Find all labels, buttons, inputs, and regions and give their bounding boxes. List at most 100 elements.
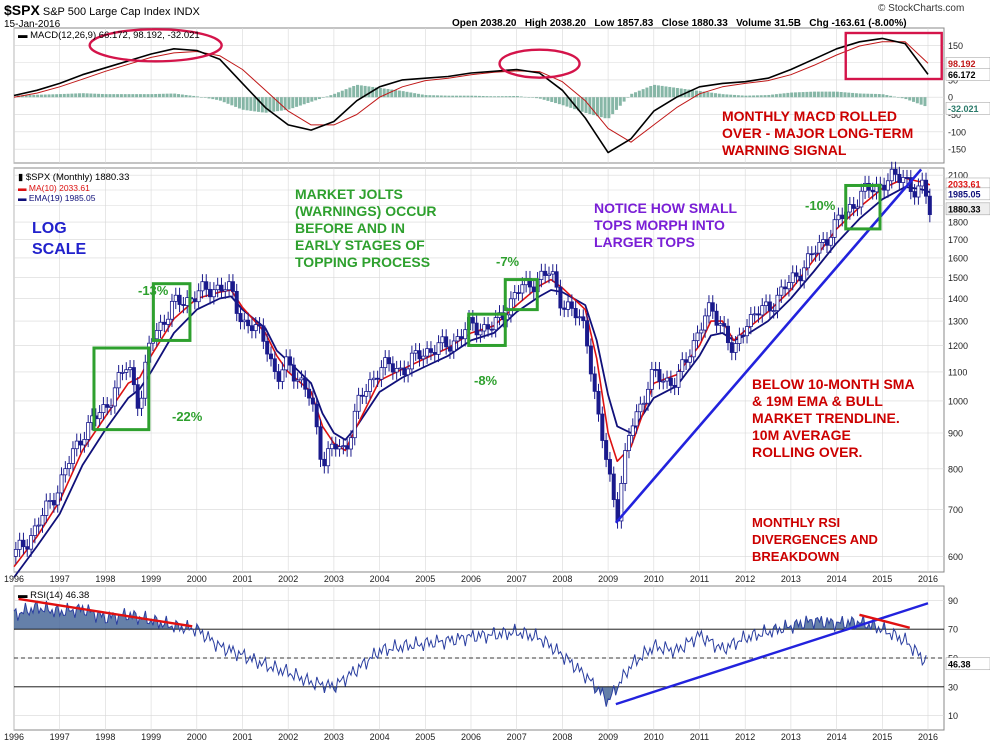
price-candle-body: [352, 410, 357, 439]
price-candle-body: [493, 317, 498, 331]
macd-histogram-bar: [177, 94, 181, 98]
macd-histogram-bar: [820, 91, 824, 98]
macd-histogram-bar: [222, 97, 226, 103]
macd-histogram-bar: [816, 91, 820, 98]
macd-histogram-bar: [923, 97, 927, 107]
price-candle-body: [48, 500, 53, 502]
macd-histogram-bar: [184, 94, 188, 98]
price-candle-body: [120, 371, 125, 374]
macd-histogram-bar: [306, 97, 310, 103]
macd-histogram-bar: [85, 93, 89, 98]
macd-histogram-bar: [839, 91, 843, 98]
macd-histogram-bar: [877, 94, 881, 98]
macd-histogram-bar: [915, 97, 919, 104]
macd-histogram-bar: [561, 97, 565, 106]
price-x-tick-label: 1999: [141, 574, 161, 584]
price-candle-body: [36, 524, 41, 527]
macd-histogram-bar: [778, 93, 782, 98]
price-candle-body: [390, 363, 395, 373]
macd-histogram-bar: [188, 95, 192, 98]
symbol: $SPX: [4, 2, 40, 18]
macd-histogram-bar: [70, 93, 74, 98]
macd-histogram-bar: [470, 95, 474, 98]
macd-histogram-bar: [317, 97, 321, 100]
price-candle-body: [714, 310, 719, 326]
price-candle-body: [676, 371, 681, 388]
price-x-tick-label: 2002: [278, 574, 298, 584]
price-candle-body: [368, 379, 373, 392]
macd-histogram-bar: [344, 89, 348, 98]
price-candle-body: [706, 302, 711, 317]
price-candle-body: [227, 281, 232, 291]
macd-histogram-bar: [512, 96, 516, 98]
price-candle-body: [345, 445, 350, 450]
price-candle-body: [847, 204, 852, 213]
copyright: © StockCharts.com: [878, 3, 965, 14]
macd-histogram-bar: [253, 97, 257, 112]
macd-histogram-bar: [20, 95, 24, 98]
rsi-x-tick-label: 1996: [4, 732, 24, 742]
macd-histogram-bar: [649, 86, 653, 98]
rsi-x-tick-label: 2008: [552, 732, 572, 742]
price-candle-body: [371, 377, 376, 381]
price-candle-body: [82, 439, 87, 446]
price-candle-body: [310, 397, 315, 405]
price-candle-body: [805, 253, 810, 269]
price-candle-body: [718, 323, 723, 326]
ohlc-readout: Open 2038.20 High 2038.20 Low 1857.83 Cl…: [452, 18, 907, 29]
price-candle-body: [901, 177, 906, 183]
price-candle-body: [737, 334, 742, 344]
price-candle-body: [756, 313, 761, 316]
price-panel-frame: [13, 167, 945, 573]
price-candle-body: [112, 387, 117, 407]
price-candle-body: [729, 342, 734, 353]
macd-histogram-bar: [565, 97, 569, 107]
warning-box: [467, 312, 507, 347]
price-candle-body: [288, 356, 293, 366]
macd-histogram-bar: [466, 95, 470, 98]
price-candle-body: [802, 267, 807, 282]
macd-histogram-bar: [359, 85, 363, 98]
price-y-tick-label: 700: [948, 505, 963, 515]
price-candle-body: [291, 364, 296, 382]
chart-header-title: $SPX S&P 500 Large Cap Index INDX: [4, 2, 200, 18]
macd-histogram-bar: [580, 97, 584, 112]
price-candle-body: [630, 425, 635, 436]
price-candle-body: [657, 369, 662, 383]
macd-histogram-bar: [496, 96, 500, 98]
macd-histogram-bar: [58, 94, 62, 98]
macd-histogram-bar: [576, 97, 580, 111]
price-candle-body: [566, 301, 571, 310]
price-candle-body: [459, 336, 464, 340]
macd-histogram-bar: [885, 95, 889, 98]
small-tops-note: NOTICE HOW SMALL TOPS MORPH INTO LARGER …: [594, 200, 738, 250]
price-candle-body: [44, 500, 49, 516]
price-candle-body: [531, 286, 536, 293]
price-candle-body: [520, 284, 525, 294]
price-candle-body: [74, 440, 79, 450]
macd-histogram-bar: [542, 97, 546, 100]
price-candle-body: [230, 281, 235, 292]
price-candle-body: [543, 270, 548, 276]
macd-histogram-bar: [782, 93, 786, 98]
macd-histogram-bar: [862, 93, 866, 98]
price-candle-body: [817, 242, 822, 254]
price-candle-body: [725, 325, 730, 344]
price-candle-body: [249, 325, 254, 332]
price-candle-body: [128, 367, 133, 371]
price-candle-body: [859, 190, 864, 208]
pct-label: -8%: [474, 373, 498, 388]
price-candle-body: [684, 359, 689, 363]
price-candle-body: [21, 539, 26, 548]
macd-histogram-bar: [599, 97, 603, 118]
pct-label: -22%: [172, 409, 203, 424]
price-candle-body: [375, 377, 380, 380]
warning-box: [92, 346, 151, 432]
price-candle-body: [809, 253, 814, 256]
macd-hist-flag: -32.021: [948, 104, 979, 114]
price-candle-body: [173, 294, 178, 302]
price-candle-body: [425, 348, 430, 357]
macd-histogram-bar: [207, 97, 211, 99]
macd-y-tick-label: -50: [948, 110, 961, 120]
macd-histogram-bar: [508, 96, 512, 98]
